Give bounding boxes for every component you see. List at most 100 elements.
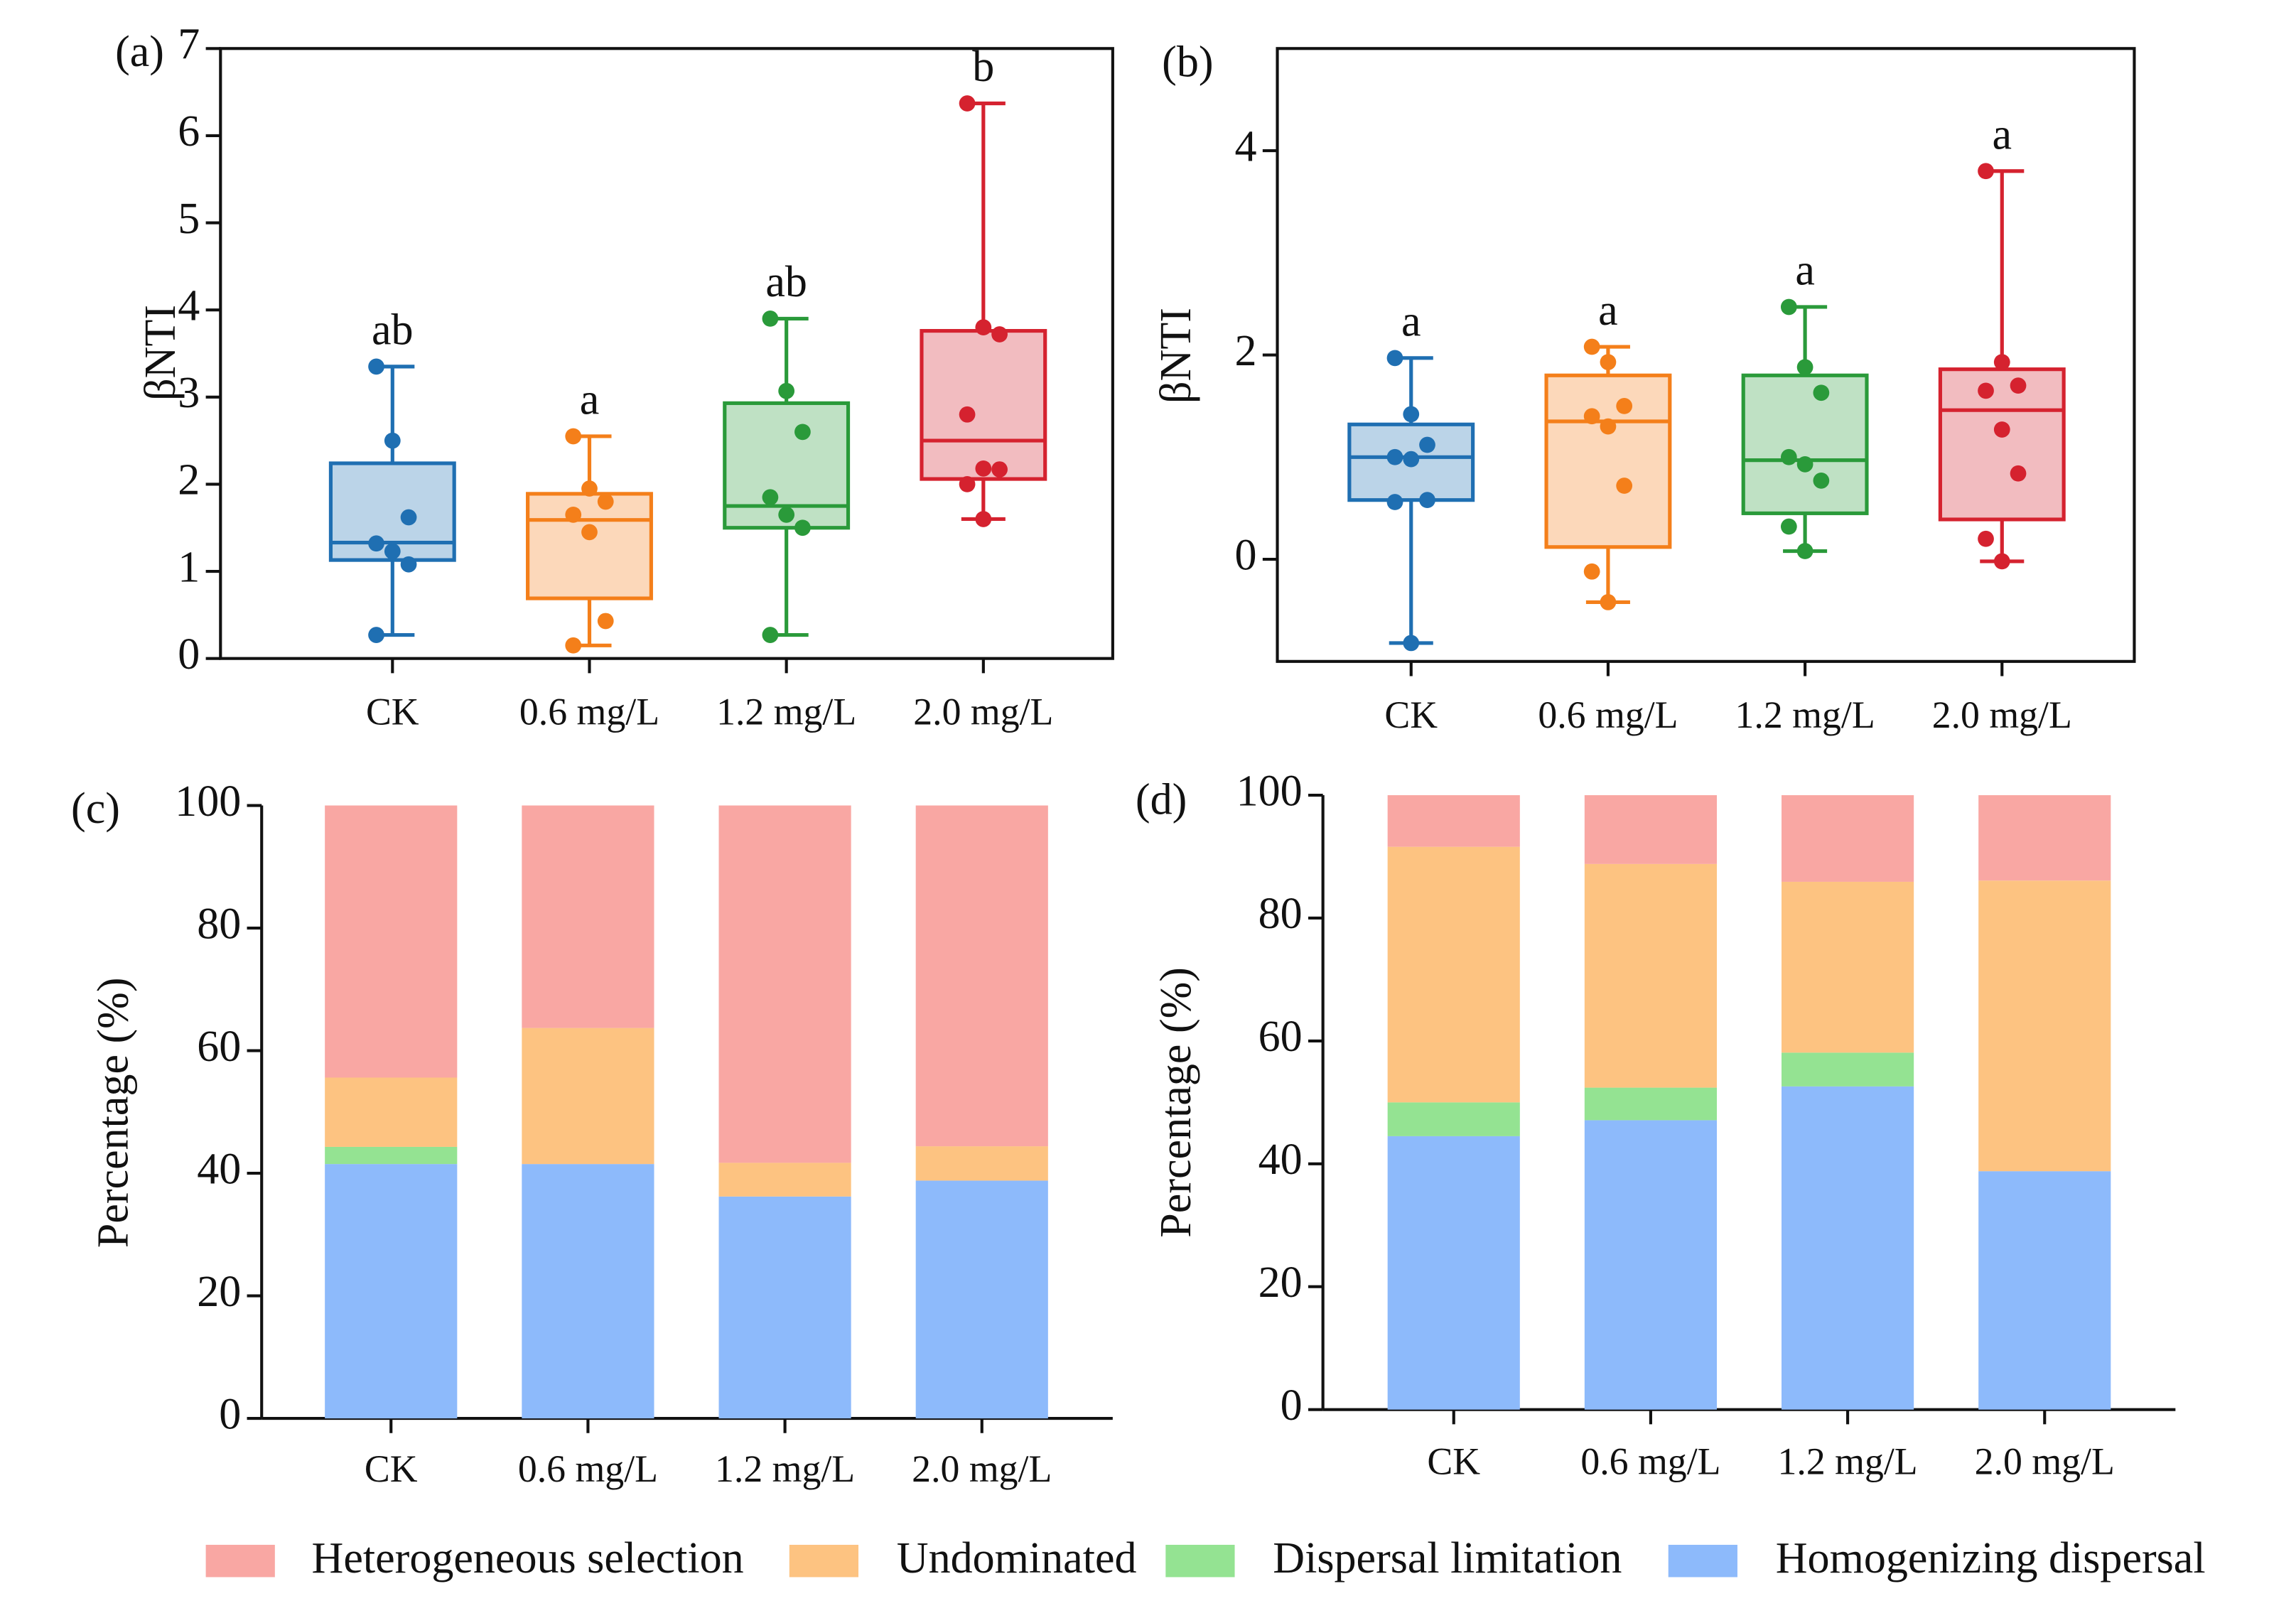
point — [384, 432, 401, 449]
significance-letter: a — [1598, 286, 1618, 335]
x-tick-label: 2.0 mg/L — [912, 1447, 1052, 1490]
point — [1993, 421, 2010, 438]
x-tick-label: CK — [366, 691, 419, 733]
legend-swatch — [1165, 1544, 1235, 1578]
y-tick-label: 5 — [178, 195, 200, 243]
point — [1616, 478, 1633, 494]
y-tick-label: 6 — [178, 107, 200, 156]
point — [1600, 418, 1617, 435]
bar-segment — [1978, 1171, 2111, 1410]
bar-segment — [1387, 795, 1520, 847]
bar-segment — [1782, 795, 1914, 882]
bar-segment — [1782, 881, 1914, 1053]
point — [1403, 451, 1420, 468]
y-axis-label: βNTI — [1152, 308, 1200, 404]
point — [368, 627, 384, 643]
point — [1780, 298, 1797, 316]
x-tick-label: 0.6 mg/L — [518, 1447, 658, 1490]
y-axis-label: Percentage (%) — [1152, 967, 1200, 1238]
significance-letter: a — [1993, 110, 2012, 158]
bar-segment — [1978, 880, 2111, 1172]
significance-letter: ab — [765, 258, 807, 306]
significance-letter: ab — [372, 306, 414, 355]
point — [959, 95, 976, 112]
bar-segment — [915, 805, 1048, 1147]
point — [1993, 553, 2010, 570]
bar-segment — [522, 1164, 654, 1419]
point — [1993, 354, 2010, 370]
point — [2010, 465, 2027, 482]
bar-segment — [522, 805, 654, 1028]
legend-label: Dispersal limitation — [1273, 1534, 1622, 1582]
bar-segment — [1584, 863, 1717, 1088]
bar-segment — [718, 805, 851, 1163]
y-tick-label: 80 — [197, 900, 241, 948]
y-axis-label: βNTI — [136, 305, 185, 401]
bar-segment — [1387, 1102, 1520, 1136]
bar-segment — [1584, 1087, 1717, 1121]
point — [565, 506, 582, 523]
x-tick-label: CK — [1427, 1440, 1480, 1483]
x-tick-label: 1.2 mg/L — [1735, 694, 1875, 736]
y-tick-label: 100 — [1236, 767, 1303, 815]
point — [1386, 448, 1403, 465]
point — [581, 524, 598, 541]
point — [975, 460, 992, 477]
point — [762, 489, 779, 506]
point — [1978, 163, 1994, 180]
y-tick-label: 0 — [219, 1390, 241, 1438]
significance-letter: a — [1795, 247, 1815, 295]
point — [565, 428, 582, 445]
point — [1403, 406, 1420, 423]
legend-label: Undominated — [897, 1534, 1137, 1582]
point — [2010, 377, 2027, 394]
point — [1796, 455, 1813, 473]
bar-segment — [915, 1180, 1048, 1419]
point — [1403, 635, 1420, 652]
point — [794, 519, 811, 536]
point — [1386, 350, 1403, 367]
point — [1616, 398, 1633, 414]
point — [959, 406, 976, 423]
y-tick-label: 0 — [1235, 531, 1257, 579]
bar-segment — [1387, 1136, 1520, 1410]
point — [1813, 472, 1830, 489]
box — [920, 328, 1047, 481]
y-tick-label: 3 — [178, 369, 200, 417]
legend-swatch — [205, 1544, 275, 1578]
y-tick-label: 100 — [175, 777, 241, 826]
panel-label: (a) — [115, 28, 164, 76]
bar-segment — [325, 1077, 458, 1147]
bar-segment — [1978, 795, 2111, 881]
point — [597, 493, 614, 510]
y-tick-label: 2 — [178, 456, 200, 505]
point — [400, 556, 417, 573]
point — [1600, 354, 1617, 370]
point — [959, 476, 976, 492]
panel-label: (b) — [1162, 38, 1213, 86]
point — [368, 535, 384, 552]
box — [1741, 373, 1869, 515]
x-tick-label: 2.0 mg/L — [1975, 1440, 2115, 1483]
y-tick-label: 20 — [197, 1268, 241, 1316]
x-tick-label: 1.2 mg/L — [716, 691, 856, 733]
box — [526, 492, 653, 600]
bar-segment — [325, 1146, 458, 1165]
x-tick-label: 2.0 mg/L — [1932, 694, 2072, 736]
bar-segment — [325, 1164, 458, 1419]
significance-letter: a — [580, 376, 600, 424]
point — [991, 461, 1008, 478]
point — [1583, 563, 1600, 580]
y-tick-label: 0 — [1281, 1381, 1303, 1430]
x-tick-label: 1.2 mg/L — [715, 1447, 855, 1490]
point — [778, 382, 795, 399]
y-tick-label: 60 — [197, 1023, 241, 1071]
y-tick-label: 2 — [1235, 327, 1257, 375]
bar-segment — [718, 1163, 851, 1197]
y-tick-label: 40 — [1259, 1136, 1303, 1184]
y-tick-label: 80 — [1259, 890, 1303, 938]
y-tick-label: 1 — [178, 543, 200, 591]
legend-label: Homogenizing dispersal — [1776, 1534, 2206, 1582]
point — [1386, 494, 1403, 510]
